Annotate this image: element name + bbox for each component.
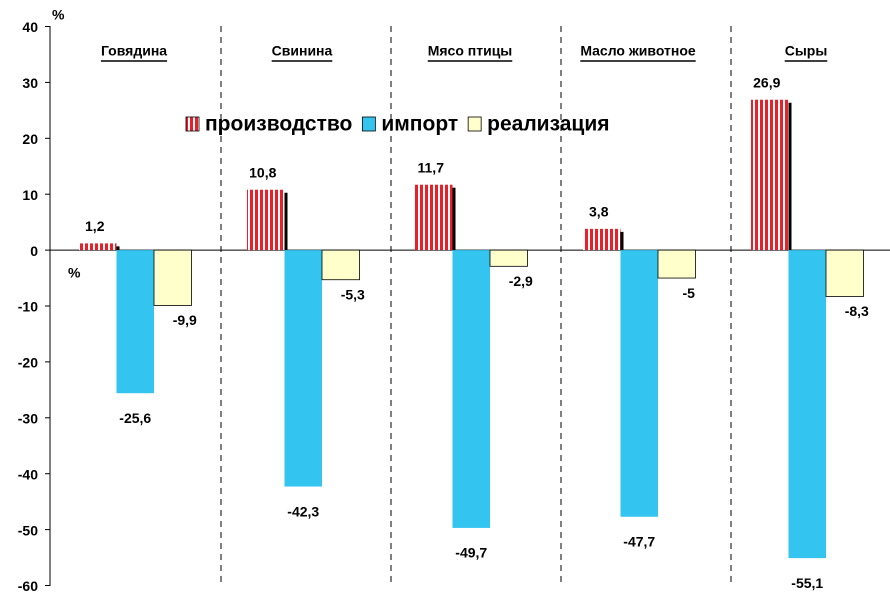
bar — [284, 250, 322, 487]
bar — [116, 250, 154, 394]
y-tick-label: 40 — [22, 19, 38, 35]
legend-swatch — [185, 116, 200, 132]
bar — [657, 249, 696, 279]
bar — [583, 228, 621, 251]
y-tick-label: 30 — [22, 75, 38, 91]
value-label: 11,7 — [418, 159, 445, 175]
y-axis-label: % — [52, 7, 65, 23]
value-label: 10,8 — [249, 164, 276, 180]
legend-label: импорт — [381, 113, 458, 136]
category-label: Говядина — [101, 43, 167, 59]
bar — [620, 250, 658, 517]
value-label: -2,9 — [509, 273, 533, 289]
y-tick-label: 10 — [22, 187, 38, 203]
value-label: -8,3 — [845, 303, 869, 319]
value-label: -9,9 — [173, 312, 197, 328]
bar — [452, 250, 490, 528]
annotation: % — [68, 265, 81, 281]
legend-swatch — [361, 116, 376, 132]
y-tick-label: -40 — [18, 466, 38, 482]
separators — [220, 26, 732, 586]
y-tick-label: -50 — [18, 522, 38, 538]
bar — [788, 250, 826, 559]
y-tick-label: -60 — [18, 578, 38, 593]
bar — [415, 184, 453, 251]
value-label: -49,7 — [455, 545, 487, 561]
y-tick-label: -10 — [18, 299, 38, 315]
value-label: 26,9 — [753, 74, 780, 90]
category-label: Масло животное — [580, 43, 696, 59]
legend-swatch — [467, 116, 482, 132]
category-label: Мясо птицы — [428, 43, 513, 59]
bar — [79, 243, 117, 251]
category-label: Свинина — [272, 43, 333, 59]
value-label: -25,6 — [119, 410, 151, 426]
legend-label: реализация — [487, 113, 609, 136]
bar — [247, 189, 285, 251]
category-label: Сыры — [785, 43, 828, 59]
value-label: -5,3 — [341, 286, 365, 302]
value-label: -55,1 — [791, 575, 823, 591]
y-tick-label: 0 — [30, 243, 38, 259]
y-tick-label: -30 — [18, 411, 38, 427]
y-tick-label: 20 — [22, 131, 38, 147]
value-label: -42,3 — [287, 503, 319, 519]
bar — [825, 249, 864, 297]
value-label: -5 — [683, 285, 696, 301]
value-label: 3,8 — [589, 204, 609, 220]
bar — [153, 249, 192, 306]
bar — [321, 249, 360, 281]
legend-label: производство — [205, 113, 352, 136]
value-label: -47,7 — [623, 533, 655, 549]
bar — [489, 249, 528, 267]
bar — [751, 99, 789, 251]
y-tick-label: -20 — [18, 355, 38, 371]
value-label: 1,2 — [85, 218, 105, 234]
